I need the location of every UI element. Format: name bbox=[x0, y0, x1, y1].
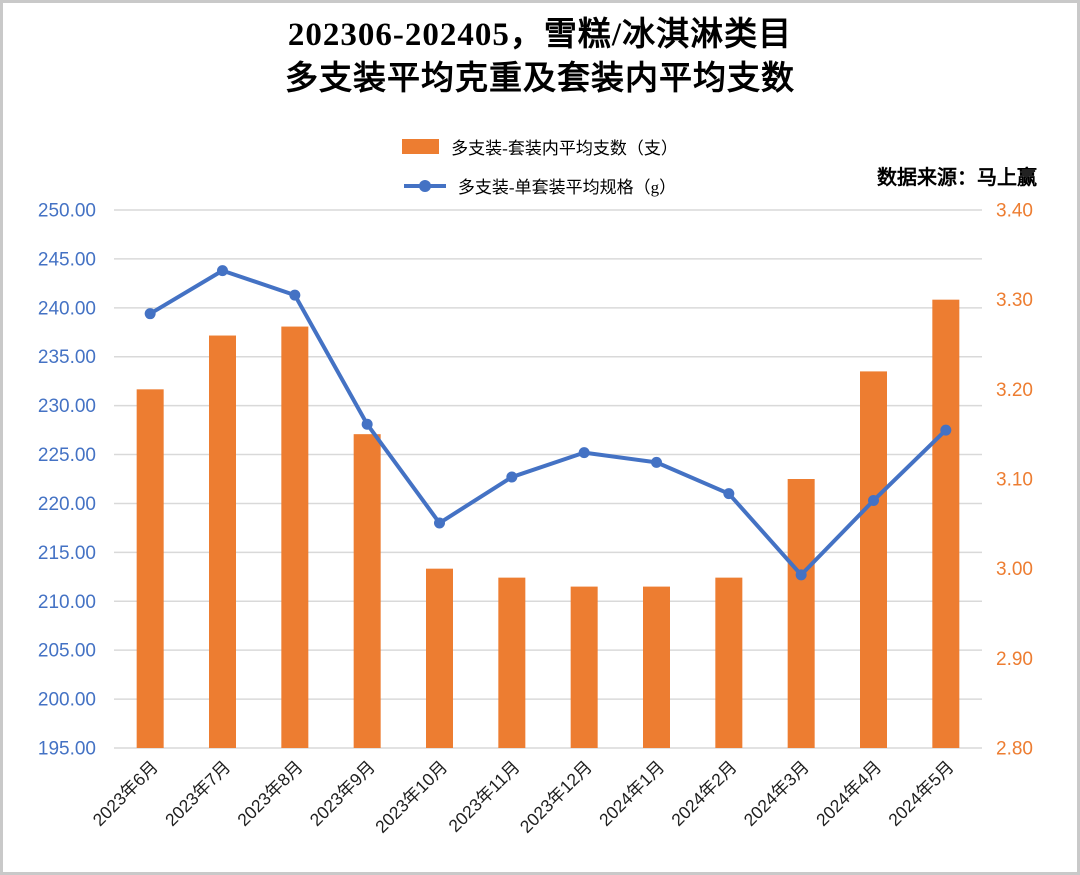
chart-legend: 多支装-套装内平均支数（支） 多支装-单套装平均规格（g） bbox=[3, 134, 1077, 198]
bar bbox=[209, 335, 236, 748]
left-axis-tick-label: 250.00 bbox=[38, 201, 96, 222]
bar bbox=[932, 299, 960, 748]
line-marker bbox=[144, 308, 156, 320]
left-axis-tick-label: 245.00 bbox=[38, 249, 96, 270]
bar bbox=[787, 479, 815, 748]
line-series-marker-icon bbox=[418, 179, 431, 192]
right-axis-tick-label: 3.20 bbox=[996, 380, 1033, 401]
x-axis-category-label: 2024年5月 bbox=[884, 757, 957, 830]
left-axis-tick-label: 210.00 bbox=[38, 592, 96, 613]
x-axis-category-label: 2023年10月 bbox=[371, 757, 451, 837]
bar bbox=[353, 434, 381, 748]
chart-title: 202306-202405，雪糕/冰淇淋类目 多支装平均克重及套装内平均支数 bbox=[3, 13, 1077, 101]
x-axis-category-label: 2023年7月 bbox=[161, 757, 234, 830]
left-axis-tick-label: 235.00 bbox=[38, 347, 96, 368]
bar bbox=[715, 577, 743, 748]
right-axis-tick-label: 2.90 bbox=[996, 649, 1033, 670]
chart-title-line2: 多支装平均克重及套装内平均支数 bbox=[285, 61, 795, 97]
line-marker bbox=[289, 289, 301, 301]
line-marker bbox=[578, 447, 590, 459]
bar-series-swatch-icon bbox=[402, 139, 440, 154]
right-axis-tick-label: 3.10 bbox=[996, 470, 1033, 491]
x-axis-category-label: 2023年9月 bbox=[306, 757, 379, 830]
data-source-label: 数据来源：马上赢 bbox=[877, 167, 1037, 189]
left-axis-tick-label: 195.00 bbox=[38, 739, 96, 760]
bar bbox=[136, 389, 164, 748]
line-series bbox=[148, 268, 948, 577]
line-series-swatch-icon bbox=[403, 179, 446, 192]
line-marker bbox=[217, 265, 228, 277]
legend-item-bar-series: 多支装-套装内平均支数（支） bbox=[402, 134, 678, 159]
line-marker bbox=[361, 418, 373, 430]
line-marker bbox=[723, 488, 735, 500]
x-axis-category-label: 2023年12月 bbox=[516, 757, 596, 837]
left-axis-tick-label: 225.00 bbox=[38, 445, 96, 466]
line-marker bbox=[868, 495, 879, 507]
line-marker bbox=[506, 471, 518, 483]
bar bbox=[281, 326, 309, 748]
right-axis-tick-label: 2.80 bbox=[996, 739, 1033, 760]
left-axis-tick-label: 200.00 bbox=[38, 690, 96, 711]
bar bbox=[498, 577, 526, 748]
x-axis-category-label: 2024年3月 bbox=[740, 757, 813, 830]
left-axis-tick-label: 215.00 bbox=[38, 543, 96, 564]
bar bbox=[860, 371, 887, 748]
line-marker bbox=[434, 517, 445, 529]
chart-title-line1: 202306-202405，雪糕/冰淇淋类目 bbox=[287, 17, 793, 53]
x-axis-category-label: 2023年8月 bbox=[233, 757, 306, 830]
left-axis-tick-label: 220.00 bbox=[38, 494, 96, 515]
right-axis-tick-label: 3.40 bbox=[996, 201, 1033, 222]
combo-chart: 250.00 245.00 240.00 235.00 230.00 225.00 220.… bbox=[38, 201, 1033, 837]
line-marker bbox=[651, 456, 662, 468]
x-axis-category-label: 2024年2月 bbox=[667, 757, 740, 830]
legend-label-bar-series: 多支装-套装内平均支数（支） bbox=[451, 139, 678, 158]
line-marker bbox=[940, 424, 952, 436]
left-axis-tick-label: 230.00 bbox=[38, 396, 96, 417]
line-marker bbox=[795, 569, 807, 581]
bar bbox=[643, 586, 670, 748]
bar bbox=[426, 568, 453, 748]
x-axis-category-label: 2023年6月 bbox=[89, 757, 162, 830]
left-axis-tick-label: 205.00 bbox=[38, 641, 96, 662]
right-axis-tick-label: 3.30 bbox=[996, 290, 1033, 311]
right-axis-tick-label: 3.00 bbox=[996, 559, 1033, 580]
legend-label-line-series: 多支装-单套装平均规格（g） bbox=[457, 178, 677, 197]
bar bbox=[570, 586, 598, 748]
x-axis-category-label: 2024年4月 bbox=[812, 757, 885, 830]
left-axis-tick-label: 240.00 bbox=[38, 298, 96, 319]
legend-item-line-series: 多支装-单套装平均规格（g） bbox=[403, 173, 677, 198]
x-axis-category-label: 2024年1月 bbox=[595, 757, 668, 830]
x-axis-category-label: 2023年11月 bbox=[444, 757, 523, 836]
